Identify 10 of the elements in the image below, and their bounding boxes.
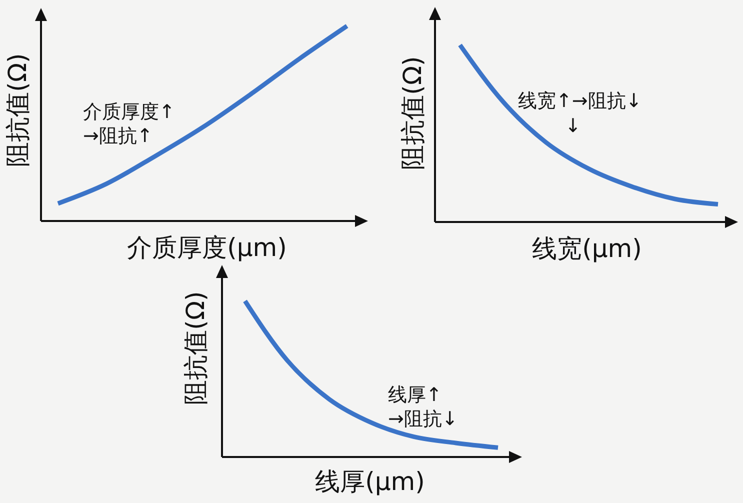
y-axis-title: 阻抗值(Ω)	[2, 53, 32, 167]
annotation: 线厚↑ →阻抗↓	[388, 384, 458, 430]
y-axis-title: 阻抗值(Ω)	[398, 56, 427, 170]
annotation: 介质厚度↑ →阻抗↑	[83, 101, 175, 147]
x-axis-title: 线厚(μm)	[315, 467, 425, 496]
x-axis-title: 线宽(μm)	[532, 234, 642, 263]
annotation: ↓	[565, 115, 581, 137]
x-axis-title: 介质厚度(μm)	[127, 233, 287, 262]
y-axis-title: 阻抗值(Ω)	[180, 291, 210, 405]
annotation: 线宽↑→阻抗↓	[518, 90, 642, 112]
